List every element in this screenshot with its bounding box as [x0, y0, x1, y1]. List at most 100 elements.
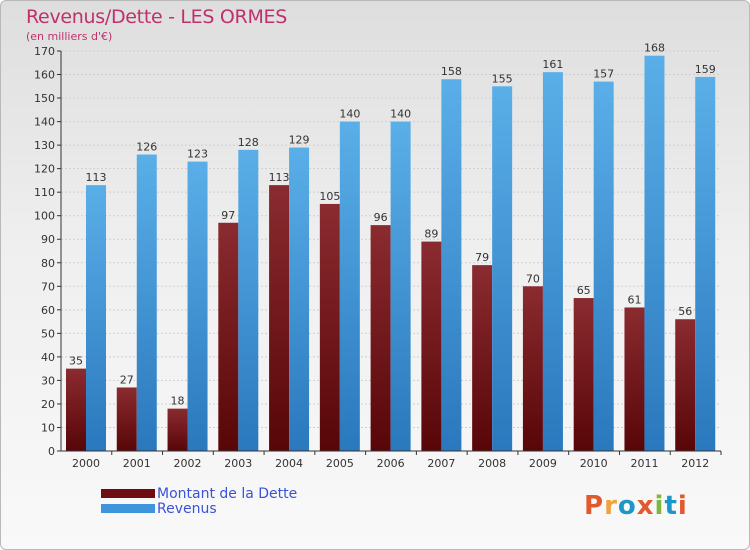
data-label: 70 — [526, 272, 540, 285]
bar-revenue — [238, 149, 259, 451]
bar-debt — [522, 286, 543, 451]
bar-debt — [675, 319, 696, 451]
y-tick-label: 130 — [34, 139, 55, 152]
bar-debt — [167, 408, 188, 451]
y-tick-label: 140 — [34, 116, 55, 129]
data-label: 123 — [187, 148, 208, 161]
x-tick-label: 2002 — [174, 457, 202, 470]
y-tick-label: 20 — [41, 398, 55, 411]
data-label: 161 — [542, 58, 563, 71]
data-label: 129 — [289, 133, 310, 146]
data-label: 113 — [269, 171, 290, 184]
bar-revenue — [136, 154, 157, 451]
data-label: 18 — [171, 395, 185, 408]
legend-label-debt: Montant de la Dette — [157, 486, 298, 502]
data-label: 155 — [492, 72, 513, 85]
x-tick-label: 2001 — [123, 457, 151, 470]
x-tick-label: 2007 — [427, 457, 455, 470]
data-label: 140 — [339, 108, 360, 121]
data-label: 105 — [319, 190, 340, 203]
bar-debt — [472, 265, 493, 451]
data-label: 113 — [86, 171, 107, 184]
chart-title: Revenus/Dette - LES ORMES — [26, 6, 288, 28]
data-label: 168 — [644, 42, 665, 55]
y-tick-label: 60 — [41, 304, 55, 317]
y-tick-label: 40 — [41, 351, 55, 364]
data-label: 96 — [374, 211, 388, 224]
bar-debt — [116, 387, 137, 451]
data-label: 140 — [390, 108, 411, 121]
logo-letter: x — [636, 491, 655, 521]
data-label: 56 — [678, 305, 692, 318]
data-label: 35 — [69, 355, 83, 368]
legend-swatch-debt — [101, 489, 155, 498]
data-label: 128 — [238, 136, 259, 149]
data-label: 158 — [441, 65, 462, 78]
bar-debt — [269, 185, 290, 451]
y-tick-label: 160 — [34, 69, 55, 82]
bar-revenue — [390, 121, 411, 452]
bar-revenue — [187, 161, 208, 451]
y-tick-label: 70 — [41, 280, 55, 293]
bar-debt — [66, 368, 86, 451]
bar-debt — [218, 222, 239, 451]
logo-letter: i — [654, 491, 665, 521]
x-tick-label: 2011 — [630, 457, 658, 470]
y-tick-label: 0 — [48, 445, 55, 458]
data-label: 27 — [120, 373, 134, 386]
data-label: 97 — [221, 209, 235, 222]
y-tick-label: 80 — [41, 257, 55, 270]
bar-debt — [573, 298, 594, 451]
data-label: 61 — [627, 293, 641, 306]
bar-revenue — [695, 76, 716, 451]
y-tick-label: 110 — [34, 186, 55, 199]
bar-debt — [624, 307, 645, 451]
data-label: 65 — [577, 284, 591, 297]
y-tick-label: 50 — [41, 327, 55, 340]
x-tick-label: 2006 — [377, 457, 405, 470]
bar-revenue — [86, 185, 106, 451]
x-tick-label: 2000 — [72, 457, 100, 470]
logo-letter: t — [664, 491, 678, 521]
legend-swatch-revenue — [101, 504, 155, 513]
logo-letter: i — [677, 491, 688, 521]
y-tick-label: 170 — [34, 45, 55, 58]
logo-letter: r — [604, 491, 618, 521]
logo-letter: P — [584, 491, 605, 521]
y-tick-label: 30 — [41, 374, 55, 387]
bar-revenue — [339, 121, 360, 452]
x-tick-label: 2009 — [529, 457, 557, 470]
bar-revenue — [542, 72, 563, 452]
bar-revenue — [289, 147, 310, 451]
chart-subtitle: (en milliers d'€) — [26, 30, 113, 43]
bar-debt — [319, 203, 340, 451]
y-tick-label: 150 — [34, 92, 55, 105]
proxiti-logo: Proxiti — [584, 491, 688, 521]
y-tick-label: 90 — [41, 233, 55, 246]
axes: 0 10 20 30 40 50 60 70 80 90 100 110 120 130 140 150 160… — [34, 45, 722, 470]
y-tick-label: 120 — [34, 163, 55, 176]
x-tick-label: 2008 — [478, 457, 506, 470]
x-tick-label: 2005 — [326, 457, 354, 470]
y-tick-label: 10 — [41, 421, 55, 434]
data-label: 126 — [136, 141, 157, 154]
bar-revenue — [492, 86, 513, 451]
x-tick-label: 2010 — [580, 457, 608, 470]
x-tick-label: 2003 — [224, 457, 252, 470]
data-label: 79 — [475, 251, 489, 264]
legend-label-revenue: Revenus — [157, 501, 217, 517]
x-tick-label: 2012 — [681, 457, 709, 470]
bar-debt — [370, 225, 391, 451]
bar-revenue — [593, 81, 614, 452]
bars — [66, 55, 716, 452]
data-label: 89 — [424, 228, 438, 241]
data-labels: 35 113 27 126 18 123 97 128 113 129 105 140 96 140 89 1… — [69, 42, 716, 408]
bar-debt — [421, 241, 442, 451]
y-tick-label: 100 — [34, 210, 55, 223]
data-label: 157 — [593, 68, 614, 81]
bar-revenue — [441, 79, 462, 451]
x-tick-label: 2004 — [275, 457, 303, 470]
bar-revenue — [644, 55, 665, 452]
